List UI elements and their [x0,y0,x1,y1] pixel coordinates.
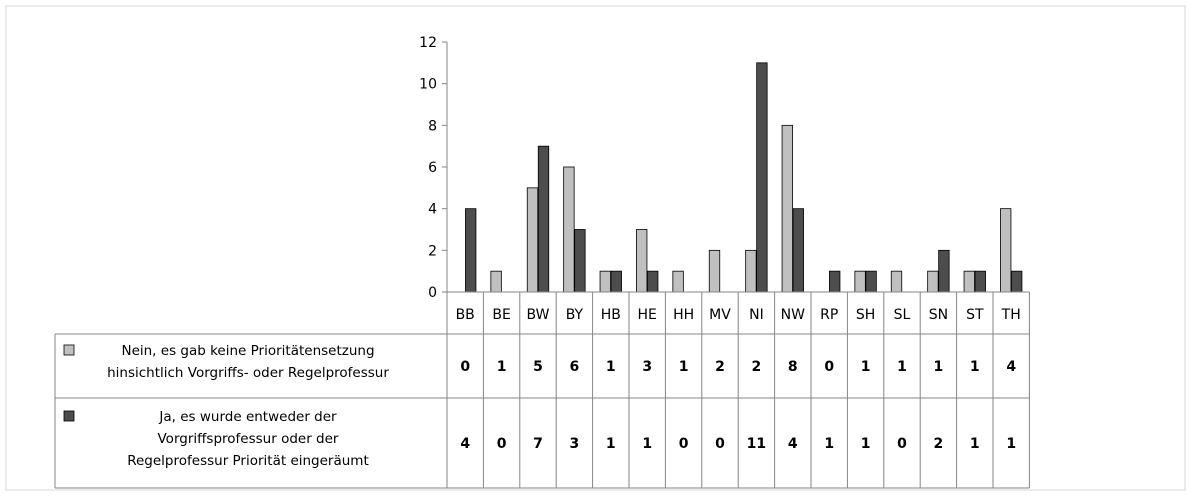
bar-nein-by [563,166,575,293]
y-tick-label: 10 [419,77,437,93]
data-label-nein-hh: 1 [679,359,689,375]
data-label-ja-sh: 1 [861,436,871,452]
bar-ja-hb [610,270,622,293]
data-label-nein-bb: 0 [460,359,470,375]
outer-border [5,5,1186,491]
category-label-st: ST [966,307,984,323]
category-label-sh: SH [856,307,875,323]
category-label-nw: NW [781,307,805,323]
legend-label-nein: hinsichtlich Vorgriffs- oder Regelprofes… [107,365,389,381]
bar-ja-ni [756,62,768,293]
data-label-ja-sn: 2 [934,436,944,452]
data-label-ja-he: 1 [642,436,652,452]
bar-nein-hb [599,270,611,293]
y-tick-label: 8 [428,118,437,134]
data-label-nein-nw: 8 [788,359,798,375]
category-label-sl: SL [894,307,911,323]
y-tick-label: 4 [428,202,437,218]
category-label-be: BE [492,307,510,323]
bar-ja-by [574,229,586,293]
data-label-ja-bb: 4 [460,436,470,452]
data-label-ja-ni: 11 [747,436,766,452]
legend-key-nein [63,344,75,356]
data-label-nein-by: 6 [570,359,580,375]
legend-label-ja: Vorgriffsprofessur oder der [158,431,339,447]
bar-ja-he [647,270,659,293]
data-label-nein-sl: 1 [897,359,907,375]
data-label-nein-be: 1 [497,359,507,375]
bar-nein-he [636,229,648,293]
data-label-nein-rp: 0 [824,359,834,375]
data-label-ja-rp: 1 [824,436,834,452]
bar-ja-sn [938,249,950,293]
category-label-sn: SN [929,307,948,323]
bar-ja-nw [792,208,804,293]
category-label-bb: BB [456,307,475,323]
bar-nein-ni [745,249,757,293]
bar-ja-bb [465,208,477,293]
data-label-ja-be: 0 [497,436,507,452]
data-label-ja-nw: 4 [788,436,798,452]
data-label-nein-th: 4 [1006,359,1016,375]
y-tick-label: 2 [428,243,437,259]
category-label-bw: BW [527,307,550,323]
legend-label-ja: Regelprofessur Priorität eingeräumt [127,453,369,469]
legend-key-ja [63,410,75,422]
data-label-nein-he: 3 [642,359,652,375]
bar-nein-nw [781,124,793,293]
data-label-nein-st: 1 [970,359,980,375]
data-label-nein-sn: 1 [934,359,944,375]
category-label-he: HE [638,307,657,323]
bar-nein-st [963,270,975,293]
bar-ja-sh [865,270,877,293]
bar-nein-hh [672,270,684,293]
data-label-ja-st: 1 [970,436,980,452]
bar-nein-sh [854,270,866,293]
category-label-mv: MV [709,307,731,323]
data-label-ja-mv: 0 [715,436,725,452]
bar-nein-sl [890,270,903,293]
data-label-ja-sl: 0 [897,436,907,452]
category-label-th: TH [1001,307,1021,323]
data-label-nein-hb: 1 [606,359,616,375]
data-label-ja-by: 3 [570,436,580,452]
data-label-nein-ni: 2 [752,359,762,375]
bar-ja-st [974,270,986,293]
data-label-nein-bw: 5 [533,359,543,375]
category-label-rp: RP [820,307,838,323]
category-label-by: BY [566,307,584,323]
data-label-ja-bw: 7 [533,436,543,452]
data-label-ja-hb: 1 [606,436,616,452]
bar-nein-sn [927,270,939,293]
bar-nein-be [490,270,502,293]
category-label-hh: HH [673,307,694,323]
bar-ja-bw [537,145,550,293]
bar-ja-th [1011,270,1023,293]
bar-nein-th [1000,208,1012,293]
y-tick-label: 6 [428,160,437,176]
y-tick-label: 12 [419,35,437,51]
category-label-ni: NI [749,307,764,323]
data-label-ja-th: 1 [1006,436,1016,452]
data-label-nein-sh: 1 [861,359,871,375]
legend-label-ja: Ja, es wurde entweder der [158,409,337,425]
legend-label-nein: Nein, es gab keine Prioritätensetzung [121,343,374,359]
bar-ja-rp [829,270,841,293]
data-label-nein-mv: 2 [715,359,725,375]
category-label-hb: HB [601,307,621,323]
bar-nein-bw [526,187,539,293]
bar-nein-mv [708,249,721,293]
y-tick-label: 0 [428,285,437,301]
data-label-ja-hh: 0 [679,436,689,452]
